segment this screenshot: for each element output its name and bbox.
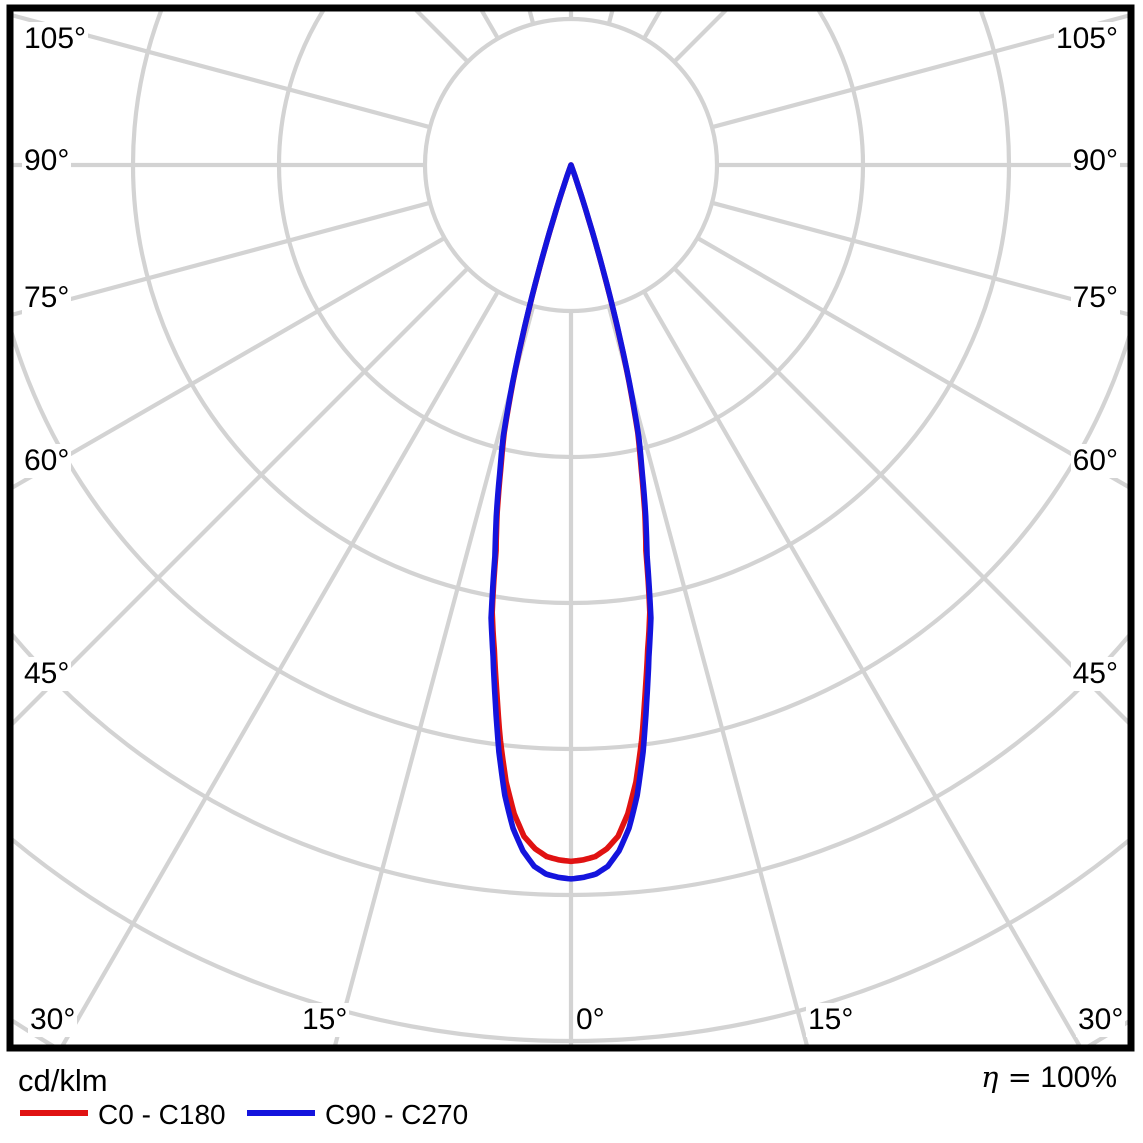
legend-item-c0-c180: C0 - C180 [20,1098,226,1132]
unit-label: cd/klm [18,1063,108,1098]
angle-label-left-105: 105° [22,22,89,56]
eta-symbol: η = [981,1060,1032,1094]
angle-label-right-90: 90° [1070,144,1120,178]
angle-label-left-90: 90° [22,144,72,178]
angle-label-bottom-30-left: 30° [28,1003,78,1037]
legend-label-c90-c270: C90 - C270 [325,1099,469,1130]
legend-label-c0-c180: C0 - C180 [98,1099,226,1130]
angle-label-bottom-15-right: 15° [806,1003,856,1037]
curve-c90-c270 [488,162,654,882]
legend-item-c90-c270: C90 - C270 [247,1098,468,1132]
angle-label-left-60: 60° [22,444,72,478]
legend-line-blue [247,1110,315,1116]
angle-label-right-60: 60° [1070,444,1120,478]
angle-label-right-75: 75° [1070,281,1120,315]
chart-frame [6,4,1135,1052]
legend-line-red [20,1110,88,1116]
eta-percent: 100% [1040,1061,1117,1094]
intensity-curves [488,162,654,882]
angle-label-bottom-30-right: 30° [1076,1003,1126,1037]
angle-label-bottom-15-left: 15° [300,1003,350,1037]
angle-label-right-45: 45° [1070,657,1120,691]
angle-label-right-105: 105° [1053,22,1120,56]
angle-label-bottom-0: 0° [574,1003,607,1037]
angle-label-left-45: 45° [22,657,72,691]
efficiency-value: η = 100% [981,1060,1117,1095]
angle-label-left-75: 75° [22,281,72,315]
legend: C0 - C180 C90 - C270 [20,1098,1120,1132]
